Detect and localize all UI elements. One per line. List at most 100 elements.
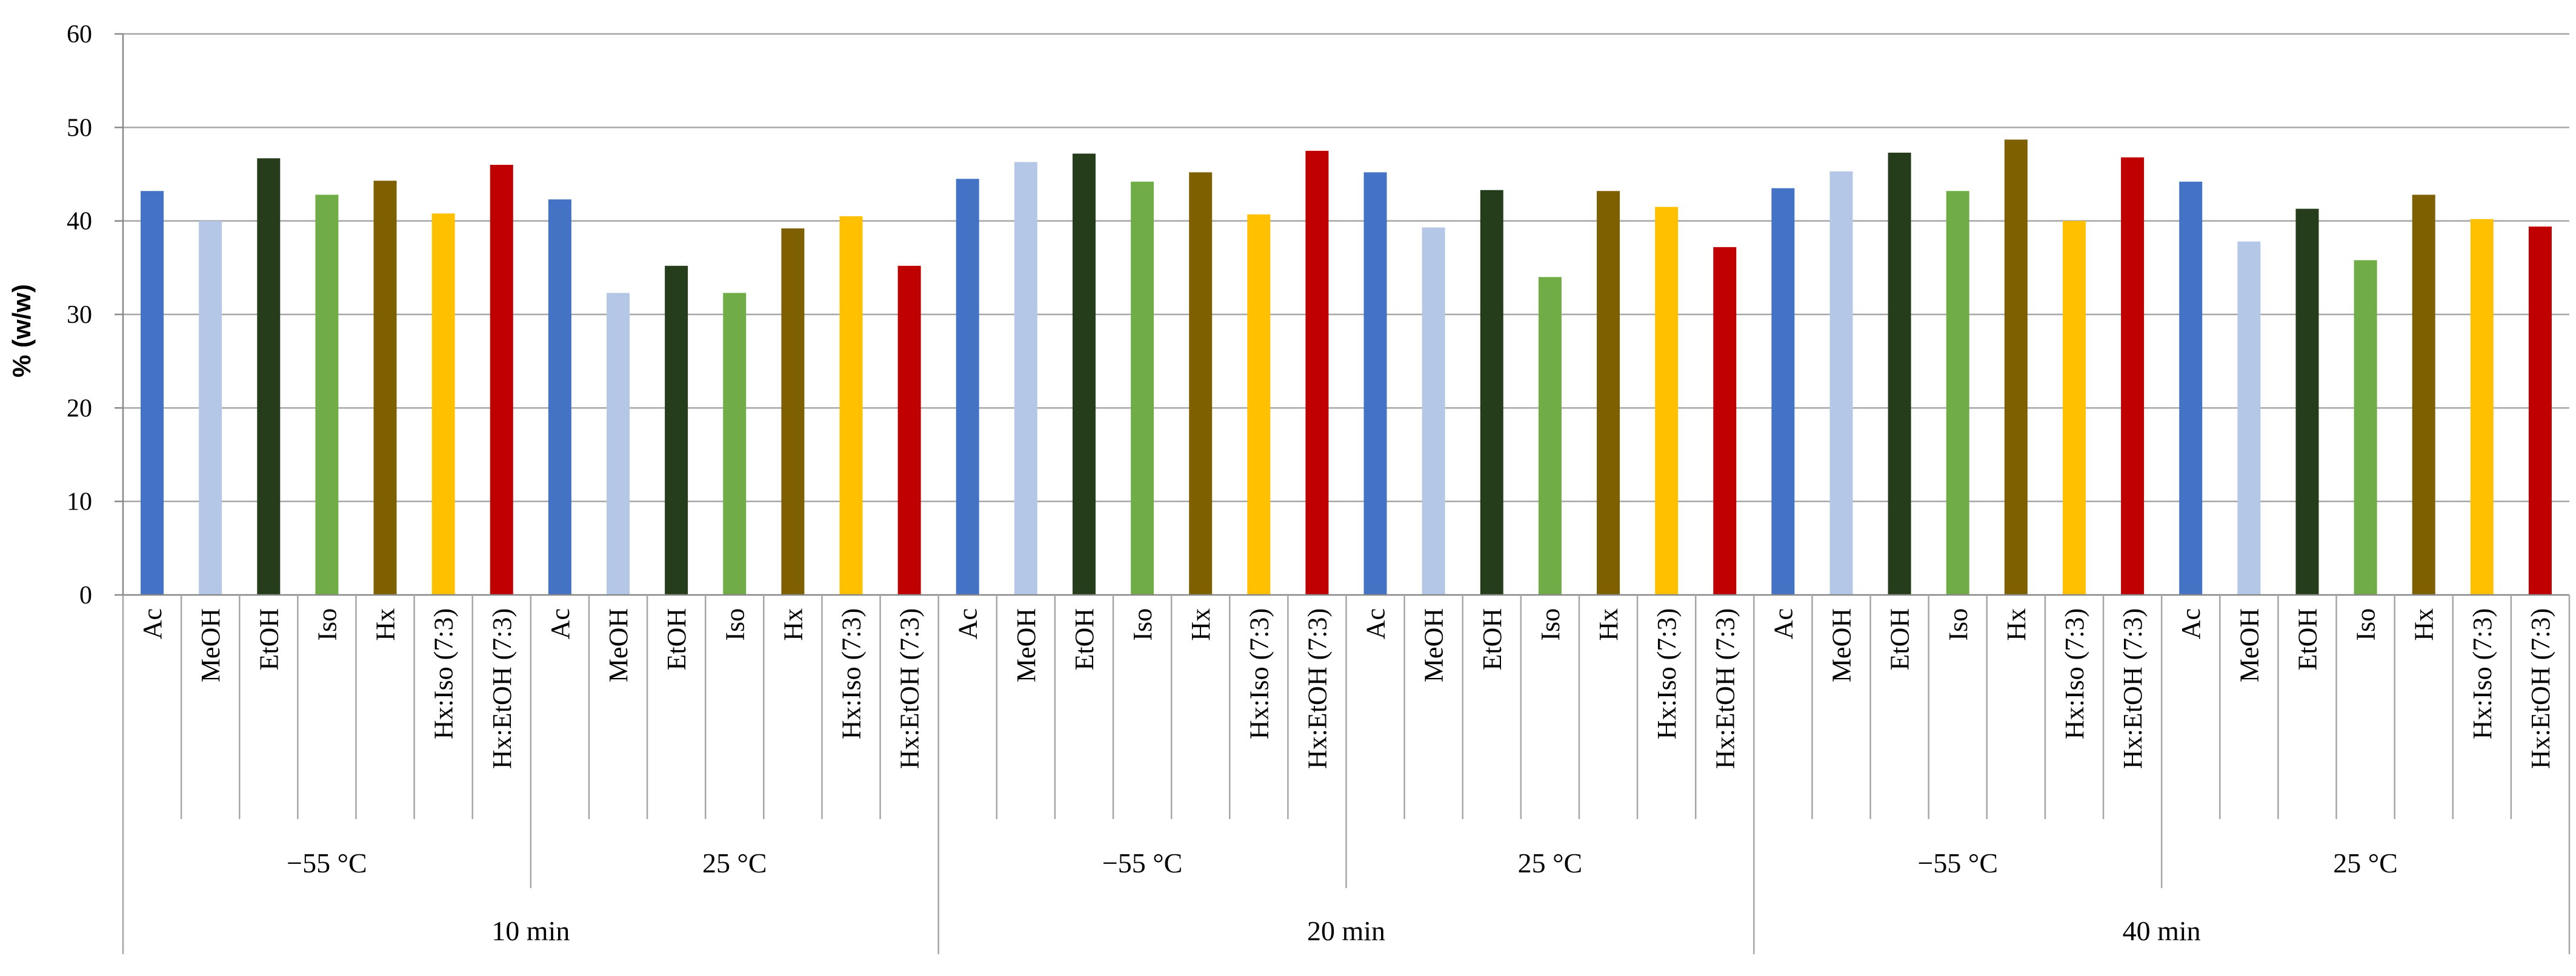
bar-hx-etoh-7-3: [490, 165, 513, 596]
bar-etoh: [1480, 190, 1503, 595]
x-tick-label: EtOH: [1070, 608, 1099, 671]
bar-hx-etoh-7-3: [1713, 247, 1737, 595]
bar-hx-etoh-7-3: [2528, 226, 2552, 596]
bar-ac: [956, 179, 979, 595]
temperature-label: 25 °C: [702, 848, 767, 878]
bar-iso: [723, 293, 747, 595]
y-tick-labels: 0 10 20 30 40 50 60: [67, 21, 92, 609]
x-tick-label: MeOH: [1827, 608, 1857, 682]
x-tick-label: Ac: [545, 608, 575, 639]
time-label: 20 min: [1307, 915, 1385, 946]
y-tick-label: 10: [67, 488, 92, 516]
bar-hx: [781, 228, 805, 596]
bar-meoh: [1422, 227, 1445, 596]
bar-etoh: [1888, 153, 1911, 596]
x-tick-label: Iso: [1536, 608, 1565, 641]
y-tick-label: 50: [67, 114, 92, 142]
bar-hx: [2412, 194, 2435, 595]
bar-hx-etoh-7-3: [1305, 150, 1329, 595]
bar-iso: [1131, 181, 1154, 595]
bar-ac: [548, 199, 571, 595]
temperature-label: −55 °C: [1917, 848, 1998, 878]
temperature-label: −55 °C: [287, 848, 367, 878]
bar-etoh: [665, 265, 688, 595]
x-tick-label: Hx:EtOH (7:3): [2118, 608, 2148, 769]
x-tick-label: Hx:EtOH (7:3): [2526, 608, 2555, 769]
x-tick-label: EtOH: [662, 608, 691, 671]
bar-iso: [2354, 260, 2377, 595]
y-tick-label: 20: [67, 394, 92, 422]
y-axis-title: % (w/w): [7, 284, 36, 377]
bar-hx: [1189, 172, 1213, 595]
x-tick-label: Iso: [720, 608, 750, 641]
temperature-label: −55 °C: [1102, 848, 1183, 878]
x-tick-label: Hx: [778, 608, 808, 641]
bar-ac: [1363, 172, 1387, 595]
x-tick-label: Ac: [1361, 608, 1391, 639]
x-tick-label: Hx:EtOH (7:3): [487, 608, 517, 769]
x-tick-label: EtOH: [2292, 608, 2322, 671]
temperature-label: 25 °C: [2333, 848, 2398, 878]
bar-iso: [1946, 191, 1969, 595]
x-tick-label: Ac: [953, 608, 983, 639]
bar-meoh: [2237, 241, 2261, 595]
bars: [141, 139, 2552, 596]
bar-etoh: [257, 158, 281, 596]
x-tick-label: MeOH: [1011, 608, 1041, 682]
bar-etoh: [1072, 153, 1096, 596]
bar-ac: [2179, 181, 2203, 595]
bar-meoh: [1829, 171, 1853, 595]
x-tick-label: Ac: [2176, 608, 2206, 639]
x-tick-label: Iso: [1128, 608, 1157, 641]
axes: [115, 33, 2571, 954]
y-tick-label: 60: [67, 21, 92, 48]
x-tick-label: Iso: [312, 608, 342, 641]
time-label: 40 min: [2123, 915, 2201, 946]
temperature-label: 25 °C: [1518, 848, 1583, 878]
bar-etoh: [2295, 208, 2319, 595]
bar-hx: [1597, 191, 1620, 595]
bar-hx-iso-7-3: [1247, 214, 1271, 595]
bar-ac: [1771, 188, 1795, 595]
x-tick-label: Hx: [1594, 608, 1623, 641]
bar-hx-iso-7-3: [2470, 219, 2494, 596]
bar-hx-etoh-7-3: [2121, 157, 2145, 596]
bar-hx-iso-7-3: [1655, 207, 1679, 595]
x-tick-label: MeOH: [1419, 608, 1449, 682]
x-tick-label: Hx:EtOH (7:3): [895, 608, 925, 769]
bar-meoh: [1014, 162, 1037, 596]
x-tick-label: Hx: [2409, 608, 2439, 641]
x-tick-label: Hx:EtOH (7:3): [1710, 608, 1740, 769]
y-tick-label: 30: [67, 301, 92, 329]
x-tick-label: Hx:Iso (7:3): [836, 608, 866, 739]
bar-iso: [315, 194, 339, 595]
x-tick-label: Hx:Iso (7:3): [2468, 608, 2497, 739]
x-tick-label: Hx:Iso (7:3): [1652, 608, 1682, 739]
bar-hx-iso-7-3: [839, 216, 863, 595]
bar-meoh: [199, 221, 222, 596]
bar-hx: [373, 181, 397, 595]
x-tick-label: MeOH: [604, 608, 633, 682]
x-category-labels: Ac MeOH EtOH Iso Hx Hx:Iso (7:3) Hx:EtOH (7:3)…: [138, 608, 2555, 946]
x-tick-label: Iso: [2351, 608, 2381, 641]
gridlines: [123, 33, 2569, 502]
y-tick-label: 0: [79, 582, 92, 609]
x-tick-label: Hx:Iso (7:3): [1244, 608, 1274, 739]
bar-meoh: [607, 293, 630, 595]
x-tick-label: Hx: [1186, 608, 1216, 641]
bar-ac: [141, 191, 164, 595]
x-tick-label: Ac: [1768, 608, 1798, 639]
x-tick-label: Ac: [138, 608, 167, 639]
bar-hx-iso-7-3: [2062, 221, 2086, 596]
bar-hx-iso-7-3: [431, 213, 455, 595]
x-tick-label: MeOH: [196, 608, 225, 682]
x-tick-label: MeOH: [2234, 608, 2264, 682]
x-tick-label: Hx:Iso (7:3): [429, 608, 459, 739]
x-tick-label: Hx:EtOH (7:3): [1302, 608, 1332, 769]
x-tick-label: EtOH: [254, 608, 284, 671]
x-tick-label: Hx:Iso (7:3): [2060, 608, 2089, 739]
y-tick-label: 40: [67, 208, 92, 236]
time-label: 10 min: [491, 915, 570, 946]
